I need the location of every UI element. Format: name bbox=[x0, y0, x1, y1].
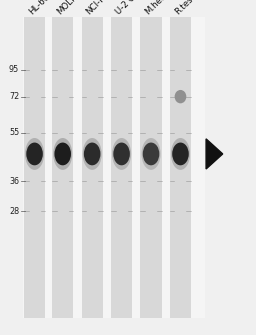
Bar bbox=[170, 17, 191, 318]
Bar bbox=[81, 17, 103, 318]
Ellipse shape bbox=[172, 143, 189, 165]
Ellipse shape bbox=[84, 143, 100, 165]
Text: NCI-H460: NCI-H460 bbox=[84, 0, 120, 16]
Ellipse shape bbox=[112, 138, 131, 170]
Polygon shape bbox=[206, 139, 223, 169]
Text: MOLT-4: MOLT-4 bbox=[55, 0, 83, 16]
Text: 72: 72 bbox=[9, 92, 19, 101]
Text: 28: 28 bbox=[9, 207, 19, 216]
Text: 95: 95 bbox=[9, 65, 19, 74]
Ellipse shape bbox=[25, 138, 44, 170]
Ellipse shape bbox=[26, 143, 43, 165]
Text: HL-60: HL-60 bbox=[27, 0, 51, 16]
Bar bbox=[24, 17, 45, 318]
Bar bbox=[23, 17, 205, 318]
Text: 55: 55 bbox=[9, 128, 19, 137]
Ellipse shape bbox=[55, 143, 71, 165]
Ellipse shape bbox=[53, 138, 72, 170]
Text: M.heart: M.heart bbox=[143, 0, 173, 16]
Bar bbox=[140, 17, 162, 318]
Bar bbox=[52, 17, 73, 318]
Ellipse shape bbox=[142, 138, 161, 170]
Ellipse shape bbox=[83, 138, 102, 170]
Bar bbox=[111, 17, 132, 318]
Ellipse shape bbox=[175, 90, 186, 103]
Ellipse shape bbox=[143, 143, 159, 165]
Text: 36: 36 bbox=[9, 177, 19, 186]
Ellipse shape bbox=[171, 138, 190, 170]
Text: R.testis: R.testis bbox=[173, 0, 202, 16]
Text: U-2 OS: U-2 OS bbox=[114, 0, 142, 16]
Ellipse shape bbox=[113, 143, 130, 165]
